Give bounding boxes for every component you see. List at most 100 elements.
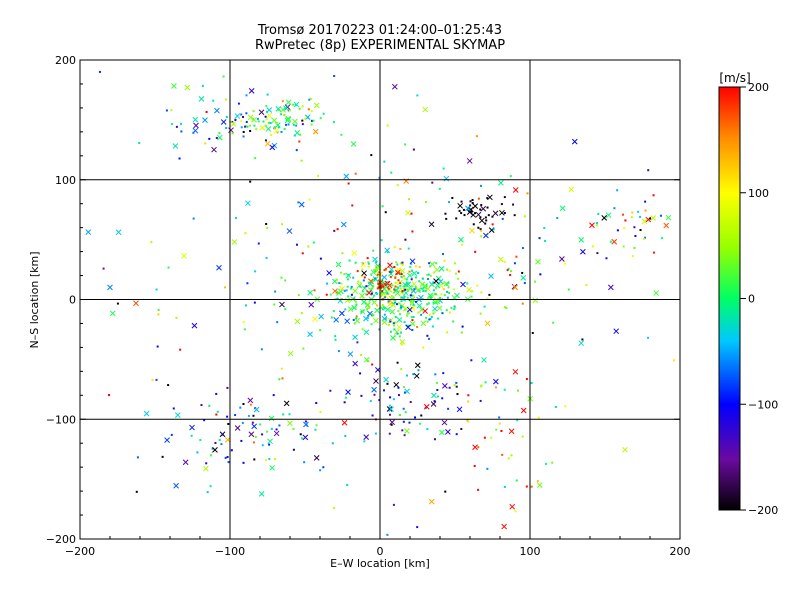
data-point-dot (372, 249, 375, 252)
data-point-dot (428, 313, 431, 316)
data-point-cross (271, 117, 278, 124)
data-point-dot (477, 488, 480, 491)
data-point-dot (386, 124, 389, 127)
data-point-dot (421, 277, 424, 280)
data-point-dot (265, 110, 268, 113)
data-point-dot (276, 121, 279, 124)
data-point-dot (302, 347, 305, 350)
data-point-dot (394, 315, 397, 318)
data-point-dot (394, 275, 397, 278)
data-point-cross (663, 222, 670, 229)
data-point-dot (333, 74, 336, 77)
data-point-dot (484, 222, 487, 225)
data-point-dot (644, 236, 647, 239)
data-point-cross (458, 236, 464, 243)
data-point-dot (266, 93, 269, 96)
data-point-dot (513, 214, 516, 217)
data-point-dot (298, 140, 301, 143)
data-point-dot (270, 427, 273, 430)
data-point-dot (116, 302, 119, 305)
data-point-dot (581, 338, 584, 341)
data-point-cross (363, 315, 369, 322)
data-point-cross (414, 362, 421, 369)
data-point-cross (406, 306, 413, 313)
data-point-dot (362, 296, 365, 299)
data-point-dot (526, 192, 529, 195)
data-point-dot (432, 301, 435, 304)
data-point-dot (292, 448, 295, 451)
data-point-dot (429, 297, 432, 300)
x-tick-label: −100 (215, 545, 245, 558)
data-point-dot (431, 283, 434, 286)
data-point-dot (429, 318, 432, 321)
data-point-dot (393, 266, 396, 269)
data-point-dot (303, 461, 306, 464)
data-point-dot (343, 273, 346, 276)
data-point-dot (209, 485, 212, 488)
data-point-cross (438, 265, 445, 272)
data-point-dot (381, 205, 384, 208)
data-point-dot (365, 293, 368, 296)
data-point-cross (351, 250, 358, 257)
data-point-dot (434, 292, 437, 295)
data-point-dot (451, 196, 454, 199)
y-tick-label: −100 (46, 413, 76, 426)
data-point-dot (563, 262, 566, 265)
y-tick-label: −200 (46, 533, 76, 546)
data-point-dot (414, 265, 417, 268)
data-point-dot (516, 419, 519, 422)
data-point-dot (383, 160, 386, 163)
data-point-dot (225, 127, 228, 130)
data-point-dot (400, 275, 403, 278)
data-point-dot (283, 114, 286, 117)
data-point-dot (340, 297, 343, 300)
data-point-dot (432, 281, 435, 284)
data-point-dot (397, 271, 400, 274)
colorbar (718, 86, 741, 511)
data-point-dot (413, 288, 416, 291)
data-point-dot (102, 267, 105, 270)
data-point-dot (495, 428, 498, 431)
data-point-dot (355, 303, 358, 306)
data-point-dot (220, 443, 223, 446)
data-point-dot (256, 117, 259, 120)
data-point-cross (247, 397, 254, 404)
data-point-dot (245, 304, 248, 307)
data-point-dot (392, 322, 395, 325)
data-point-dot (515, 479, 518, 482)
data-point-dot (322, 466, 325, 469)
data-point-cross (216, 264, 222, 271)
data-point-dot (212, 99, 215, 102)
data-point-dot (411, 299, 414, 302)
data-point-cross (359, 308, 366, 315)
data-point-dot (439, 296, 442, 299)
data-point-cross (405, 324, 411, 331)
data-point-dot (337, 264, 340, 267)
data-point-cross (363, 329, 370, 336)
data-point-dot (365, 285, 368, 288)
data-point-dot (510, 270, 513, 273)
data-point-dot (397, 279, 400, 282)
data-point-dot (462, 208, 465, 211)
data-point-dot (252, 414, 255, 417)
data-point-dot (633, 226, 636, 229)
data-point-cross (568, 186, 575, 193)
data-point-dot (282, 413, 285, 416)
data-point-dot (264, 124, 267, 127)
data-point-dot (440, 293, 443, 296)
x-axis: −200 −100 0 100 200 (65, 60, 691, 558)
data-point-dot (503, 212, 506, 215)
data-point-cross (428, 221, 435, 228)
data-point-dot (360, 353, 363, 356)
data-point-dot (215, 136, 218, 139)
data-point-dot (455, 381, 458, 384)
data-point-cross (198, 96, 205, 102)
data-point-cross (388, 406, 394, 412)
data-point-cross (443, 280, 450, 287)
data-point-dot (380, 306, 383, 309)
data-point-dot (487, 214, 490, 217)
data-point-dot (384, 211, 387, 214)
data-point-dot (492, 228, 495, 231)
data-point-cross (352, 288, 358, 294)
data-point-dot (423, 284, 426, 287)
